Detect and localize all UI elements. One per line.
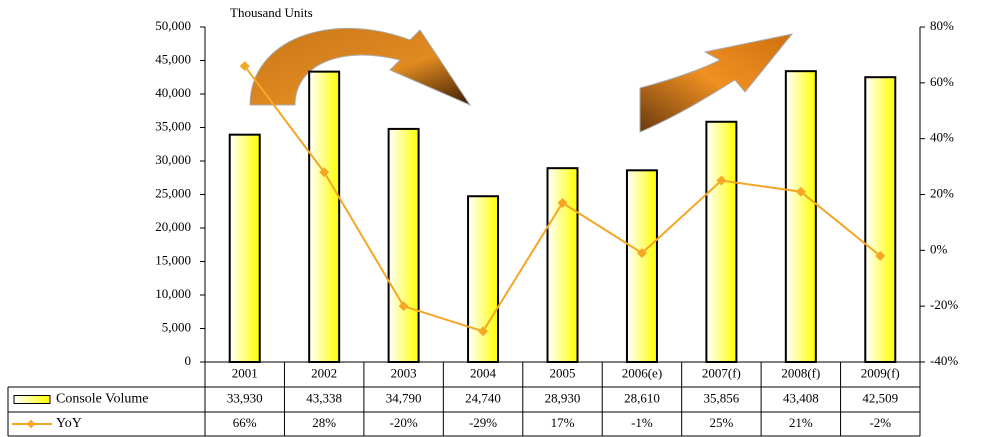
table-value: -1% — [631, 415, 653, 430]
bar — [387, 127, 420, 363]
y-tick-label: 35,000 — [155, 118, 191, 133]
table-value: 43,338 — [306, 390, 342, 405]
table-value: -20% — [390, 415, 418, 430]
legend-marker — [26, 419, 36, 429]
line-marker — [478, 326, 489, 337]
table-value: 33,930 — [227, 390, 263, 405]
table-value: 17% — [551, 415, 575, 430]
table-value: 24,740 — [465, 390, 501, 405]
line-marker — [795, 186, 806, 197]
bar — [864, 76, 897, 363]
line-marker — [875, 250, 886, 261]
x-tick-label: 2003 — [391, 365, 417, 380]
bar — [546, 167, 579, 363]
table-value: -29% — [469, 415, 497, 430]
table-value: 34,790 — [386, 390, 422, 405]
x-tick-label: 2007(f) — [702, 365, 741, 380]
legend-swatch — [13, 395, 51, 404]
line-marker — [398, 301, 409, 312]
table-value: 43,408 — [783, 390, 819, 405]
y-tick-label: 5,000 — [162, 319, 191, 334]
y2-tick-label: 80% — [930, 18, 954, 33]
y-tick-label: 0 — [185, 353, 192, 368]
y2-tick-label: 20% — [930, 185, 954, 200]
x-tick-label: 2008(f) — [781, 365, 820, 380]
y-tick-label: 15,000 — [155, 252, 191, 267]
line-marker — [716, 175, 727, 186]
y2-tick-label: 40% — [930, 130, 954, 145]
y-tick-label: 40,000 — [155, 85, 191, 100]
table-value: 28,930 — [545, 390, 581, 405]
bar — [308, 70, 341, 363]
y-tick-label: 45,000 — [155, 51, 191, 66]
table-value: 21% — [789, 415, 813, 430]
table-value: 25% — [709, 415, 733, 430]
line-marker — [319, 167, 330, 178]
x-tick-label: 2004 — [470, 365, 497, 380]
y2-tick-label: -20% — [930, 297, 958, 312]
table-value: 42,509 — [862, 390, 898, 405]
x-tick-label: 2001 — [232, 365, 258, 380]
table-value: 28% — [312, 415, 336, 430]
y-tick-label: 20,000 — [155, 219, 191, 234]
line-marker — [636, 248, 647, 259]
y2-tick-label: -40% — [930, 353, 958, 368]
table-value: 35,856 — [704, 390, 740, 405]
table-value: 28,610 — [624, 390, 660, 405]
bar — [784, 70, 817, 363]
y2-tick-label: 60% — [930, 74, 954, 89]
decorative-arrow-up — [639, 33, 794, 133]
x-tick-label: 2005 — [550, 365, 576, 380]
line-marker — [557, 197, 568, 208]
table-value: -2% — [869, 415, 891, 430]
legend-label: YoY — [56, 416, 82, 431]
bar — [467, 195, 500, 363]
x-tick-label: 2002 — [311, 365, 337, 380]
bar — [228, 133, 261, 363]
bar — [625, 169, 658, 363]
chart-title: Thousand Units — [230, 5, 313, 20]
y-tick-label: 25,000 — [155, 185, 191, 200]
y-tick-label: 10,000 — [155, 286, 191, 301]
x-tick-label: 2009(f) — [861, 365, 900, 380]
decorative-arrow-down — [249, 27, 472, 107]
x-tick-label: 2006(e) — [622, 365, 662, 380]
bar — [705, 120, 738, 363]
y-tick-label: 50,000 — [155, 18, 191, 33]
table-value: 66% — [233, 415, 257, 430]
y-tick-label: 30,000 — [155, 152, 191, 167]
legend-label: Console Volume — [56, 392, 148, 407]
y2-tick-label: 0% — [930, 241, 948, 256]
